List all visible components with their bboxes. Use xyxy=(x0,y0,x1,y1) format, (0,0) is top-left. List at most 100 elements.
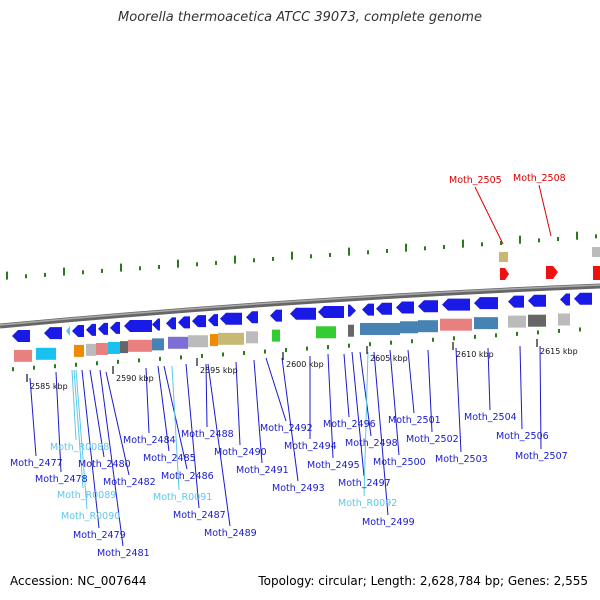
gene-arrow-red-2508[interactable] xyxy=(546,266,558,279)
feature-box[interactable] xyxy=(128,339,152,352)
feature-box[interactable] xyxy=(168,336,188,349)
feature-box[interactable] xyxy=(210,334,218,347)
gene-arrow[interactable] xyxy=(110,321,120,334)
gene-arrow[interactable] xyxy=(442,298,470,311)
feature-box[interactable] xyxy=(36,347,56,360)
upper-gene-label[interactable]: Moth_2508 xyxy=(513,173,566,184)
gene-arrow[interactable] xyxy=(270,309,282,322)
feature-box[interactable] xyxy=(246,331,258,344)
gene-label[interactable]: Moth_R0091 xyxy=(153,492,212,503)
leader-line xyxy=(207,363,231,527)
feature-box[interactable] xyxy=(86,343,96,356)
gene-label[interactable]: Moth_2506 xyxy=(496,431,549,442)
gene-arrow[interactable] xyxy=(166,317,176,330)
gene-label[interactable]: Moth_2488 xyxy=(181,429,234,440)
feature-box-gray[interactable] xyxy=(592,247,600,257)
gene-label[interactable]: Moth_2499 xyxy=(362,517,415,528)
gene-label[interactable]: Moth_2507 xyxy=(515,451,568,462)
feature-box[interactable] xyxy=(474,317,498,330)
gene-arrow[interactable] xyxy=(348,304,356,317)
gene-arrow[interactable] xyxy=(208,314,218,327)
gene-label[interactable]: Moth_2489 xyxy=(204,528,257,539)
gene-label[interactable]: Moth_R0088 xyxy=(50,442,109,453)
gene-arrow[interactable] xyxy=(574,292,592,305)
gene-label[interactable]: Moth_2482 xyxy=(103,477,156,488)
feature-box-khaki[interactable] xyxy=(499,252,508,262)
feature-box[interactable] xyxy=(96,342,108,355)
gene-label[interactable]: Moth_2480 xyxy=(78,459,131,470)
feature-box[interactable] xyxy=(218,332,244,345)
gene-label[interactable]: Moth_R0089 xyxy=(57,490,116,501)
gene-label[interactable]: Moth_2485 xyxy=(143,453,196,464)
feature-box-red[interactable] xyxy=(593,266,600,280)
gene-label[interactable]: Moth_2481 xyxy=(97,548,150,559)
gene-arrow[interactable] xyxy=(12,330,30,343)
lower-tick xyxy=(54,364,56,369)
feature-box[interactable] xyxy=(558,313,570,326)
lower-tick xyxy=(558,328,560,333)
feature-box[interactable] xyxy=(400,321,418,334)
gene-arrow[interactable] xyxy=(44,327,62,340)
gene-arrow[interactable] xyxy=(508,295,524,308)
feature-box[interactable] xyxy=(418,320,438,333)
gene-arrow[interactable] xyxy=(246,311,258,324)
lower-tick xyxy=(474,334,476,339)
gene-label[interactable]: Moth_2486 xyxy=(161,471,214,482)
gene-label[interactable]: Moth_2504 xyxy=(464,412,517,423)
feature-box[interactable] xyxy=(74,344,84,357)
gene-arrow[interactable] xyxy=(152,318,160,331)
feature-box[interactable] xyxy=(272,329,280,342)
feature-box[interactable] xyxy=(348,324,354,337)
gene-label[interactable]: Moth_2502 xyxy=(406,434,459,445)
gene-label[interactable]: Moth_R0090 xyxy=(61,511,120,522)
gene-label[interactable]: Moth_2501 xyxy=(388,415,441,426)
gene-label[interactable]: Moth_2490 xyxy=(214,447,267,458)
gene-arrow[interactable] xyxy=(318,305,344,318)
gene-arrow[interactable] xyxy=(220,312,242,325)
feature-box[interactable] xyxy=(188,335,208,348)
feature-box[interactable] xyxy=(152,338,164,351)
feature-box[interactable] xyxy=(360,322,400,335)
gene-arrow[interactable] xyxy=(86,323,96,336)
gene-label[interactable]: Moth_2496 xyxy=(323,419,376,430)
gene-label[interactable]: Moth_2494 xyxy=(284,441,337,452)
gene-label[interactable]: Moth_2484 xyxy=(123,435,176,446)
gene-arrow[interactable] xyxy=(72,324,84,337)
gene-arrow[interactable] xyxy=(396,301,414,314)
gene-arrow[interactable] xyxy=(376,302,392,315)
gene-label[interactable]: Moth_2492 xyxy=(260,423,313,434)
upper-gene-label[interactable]: Moth_2505 xyxy=(449,175,502,186)
gene-arrow[interactable] xyxy=(124,319,152,332)
gene-arrow[interactable] xyxy=(290,307,316,320)
feature-box[interactable] xyxy=(508,315,526,328)
gene-label[interactable]: Moth_2498 xyxy=(345,438,398,449)
gene-arrow[interactable] xyxy=(418,300,438,313)
gene-label[interactable]: Moth_2503 xyxy=(435,454,488,465)
gene-arrow[interactable] xyxy=(98,322,108,335)
gene-arrow-cyan[interactable] xyxy=(66,326,70,336)
gene-label[interactable]: Moth_2479 xyxy=(73,530,126,541)
gene-label[interactable]: Moth_2500 xyxy=(373,457,426,468)
feature-box[interactable] xyxy=(528,314,546,327)
gene-arrow[interactable] xyxy=(474,297,498,310)
gene-label[interactable]: Moth_2493 xyxy=(272,483,325,494)
feature-box[interactable] xyxy=(14,349,32,362)
gene-label[interactable]: Moth_2495 xyxy=(307,460,360,471)
gene-arrow[interactable] xyxy=(178,316,190,329)
gene-arrow[interactable] xyxy=(560,293,570,306)
gene-label[interactable]: Moth_2497 xyxy=(338,478,391,489)
gene-label[interactable]: Moth_2478 xyxy=(35,474,88,485)
gene-arrow[interactable] xyxy=(192,315,206,328)
feature-box[interactable] xyxy=(108,341,120,354)
gene-arrow-red-2505[interactable] xyxy=(500,268,509,280)
gene-arrow[interactable] xyxy=(528,294,546,307)
gene-label[interactable]: Moth_2487 xyxy=(173,510,226,521)
upper-tick xyxy=(158,264,160,269)
gene-label[interactable]: Moth_2491 xyxy=(236,465,289,476)
gene-label[interactable]: Moth_2477 xyxy=(10,458,63,469)
feature-box[interactable] xyxy=(316,326,336,339)
feature-box[interactable] xyxy=(440,318,472,331)
gene-label[interactable]: Moth_R0092 xyxy=(338,498,397,509)
gene-arrow[interactable] xyxy=(362,303,374,316)
feature-box[interactable] xyxy=(120,341,128,354)
